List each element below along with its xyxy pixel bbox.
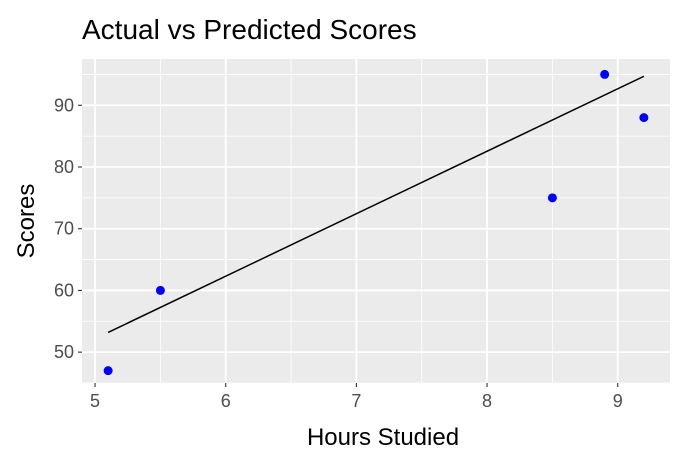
y-tick-label: 90 [54, 95, 74, 115]
x-tick-label: 7 [351, 391, 361, 411]
data-point [103, 366, 113, 376]
x-tick-label: 9 [613, 391, 623, 411]
data-point [600, 69, 610, 79]
data-point [639, 113, 649, 123]
axis-ticks [78, 104, 619, 387]
y-axis-title: Scores [13, 184, 40, 259]
fit-line-group [107, 75, 645, 334]
data-point [547, 193, 557, 203]
x-axis-title: Hours Studied [307, 424, 459, 451]
tick-labels: 5 6 7 8 9 50 60 70 80 90 [54, 95, 623, 411]
y-tick-label: 70 [54, 219, 74, 239]
y-tick-label: 50 [54, 342, 74, 362]
minor-gridlines [82, 59, 670, 384]
x-tick-label: 5 [90, 391, 100, 411]
chart-title: Actual vs Predicted Scores [82, 14, 417, 45]
y-tick-label: 80 [54, 157, 74, 177]
plot-panel [82, 59, 670, 383]
fit-line [107, 75, 645, 334]
y-tick-label: 60 [54, 280, 74, 300]
data-points [103, 69, 649, 376]
x-tick-label: 8 [482, 391, 492, 411]
data-point [155, 285, 165, 295]
major-gridlines [82, 59, 670, 383]
x-tick-label: 6 [221, 391, 231, 411]
